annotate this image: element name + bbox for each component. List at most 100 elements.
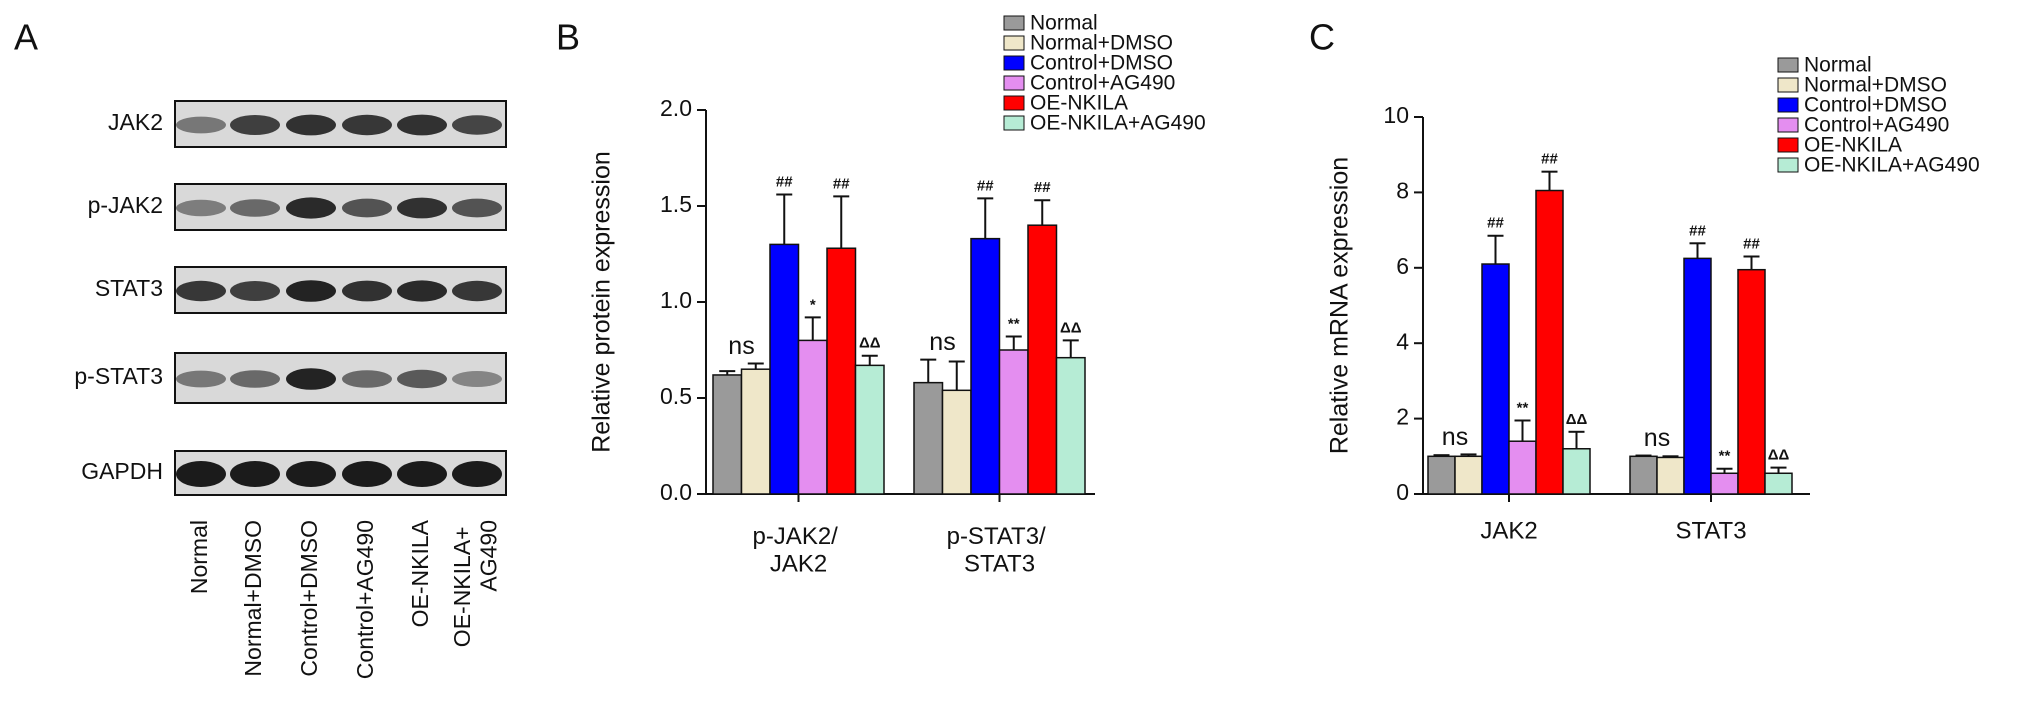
bar [998, 349, 1029, 495]
legend-label: Normal+DMSO [1804, 74, 1947, 97]
legend-label: OE-NKILA+AG490 [1804, 154, 1980, 177]
blot-band [176, 461, 226, 487]
annotation: ## [977, 177, 994, 194]
blot-band [286, 114, 336, 136]
legend-swatch [1777, 137, 1799, 153]
panel-label: C [1309, 17, 1335, 58]
annotation: ns [728, 332, 754, 360]
y-tick-label: 1.5 [660, 191, 692, 217]
blot-band [286, 368, 336, 390]
legend-label: Control+DMSO [1804, 94, 1947, 117]
x-tick-label: JAK2 [1480, 517, 1537, 544]
blot-band [230, 199, 280, 217]
bar [1656, 456, 1685, 495]
y-axis-label: Relative protein expression [588, 151, 616, 453]
y-tick-label: 1.0 [660, 287, 692, 313]
annotation: ΔΔ [1060, 319, 1082, 336]
blot-band [230, 461, 280, 487]
legend-label: OE-NKILA [1030, 92, 1128, 115]
legend-swatch [1003, 35, 1025, 51]
row-label: STAT3 [95, 275, 163, 301]
blot-band [286, 197, 336, 219]
bar [970, 237, 1001, 495]
bar [1562, 448, 1591, 495]
blot-band [286, 280, 336, 302]
x-tick-label: p-STAT3/ STAT3 [947, 523, 1053, 578]
panel-label: B [556, 17, 580, 58]
bar [740, 368, 771, 495]
annotation: ## [1034, 179, 1051, 196]
lane-label: OE-NKILA+ AG490 [449, 520, 501, 647]
y-tick-label: 8 [1396, 177, 1409, 203]
blot-band [452, 371, 502, 387]
lane-label: Normal [186, 520, 212, 594]
bar [1454, 455, 1483, 495]
annotation: ΔΔ [1566, 411, 1588, 428]
annotation: ## [1689, 222, 1706, 239]
panel-label: A [14, 17, 38, 58]
annotation: ## [1487, 215, 1504, 232]
bar [712, 374, 743, 495]
annotation: ** [1008, 316, 1020, 333]
legend-label: Normal [1030, 12, 1098, 35]
bar [1481, 263, 1510, 495]
annotation: ns [929, 328, 955, 356]
annotation: ## [1541, 151, 1558, 168]
row-label: JAK2 [108, 109, 163, 135]
bar [1027, 224, 1058, 495]
legend-label: Control+AG490 [1804, 114, 1949, 137]
blot-band [342, 198, 392, 218]
x-tick-label: STAT3 [1675, 517, 1746, 544]
y-tick-label: 0.5 [660, 383, 692, 409]
legend-swatch [1003, 15, 1025, 31]
bar [1508, 440, 1537, 495]
annotation: ns [1442, 423, 1468, 451]
annotation: * [810, 296, 816, 313]
bar [941, 389, 972, 495]
blot-band [230, 281, 280, 301]
legend-label: OE-NKILA [1804, 134, 1902, 157]
bar [1535, 189, 1564, 495]
lane-label: Control+AG490 [352, 520, 378, 679]
annotation: ΔΔ [859, 335, 881, 352]
annotation: ΔΔ [1768, 447, 1790, 464]
blot-band [397, 369, 447, 389]
bar [1683, 257, 1712, 495]
blot-band [342, 114, 392, 136]
bar [769, 243, 800, 495]
bar [913, 381, 944, 495]
legend-label: Control+DMSO [1030, 52, 1173, 75]
x-tick-label: p-JAK2/ JAK2 [752, 523, 844, 578]
legend-swatch [1003, 75, 1025, 91]
legend-swatch [1777, 97, 1799, 113]
annotation: ## [833, 175, 850, 192]
y-tick-label: 2.0 [660, 95, 692, 121]
bar [1764, 472, 1793, 495]
row-label: p-JAK2 [88, 192, 163, 218]
bar [1055, 356, 1086, 495]
bar [1737, 268, 1766, 495]
annotation: ## [1743, 235, 1760, 252]
legend-swatch [1003, 95, 1025, 111]
blot-band [452, 198, 502, 218]
bar [1710, 472, 1739, 495]
annotation: ** [1719, 448, 1731, 465]
legend-label: Normal+DMSO [1030, 32, 1173, 55]
blot-band [176, 116, 226, 134]
blot-band [230, 115, 280, 135]
y-tick-label: 2 [1396, 404, 1409, 430]
blot-band [397, 114, 447, 136]
blot-band [452, 115, 502, 135]
legend-label: Control+AG490 [1030, 72, 1175, 95]
y-tick-label: 6 [1396, 253, 1409, 279]
blot-band [286, 461, 336, 487]
legend-label: OE-NKILA+AG490 [1030, 112, 1206, 135]
legend-label: Normal [1804, 54, 1872, 77]
bar [826, 247, 857, 495]
annotation: ** [1517, 399, 1529, 416]
blot-band [230, 370, 280, 388]
blot-band [176, 199, 226, 217]
bar [1427, 455, 1456, 495]
blot-band [342, 280, 392, 302]
